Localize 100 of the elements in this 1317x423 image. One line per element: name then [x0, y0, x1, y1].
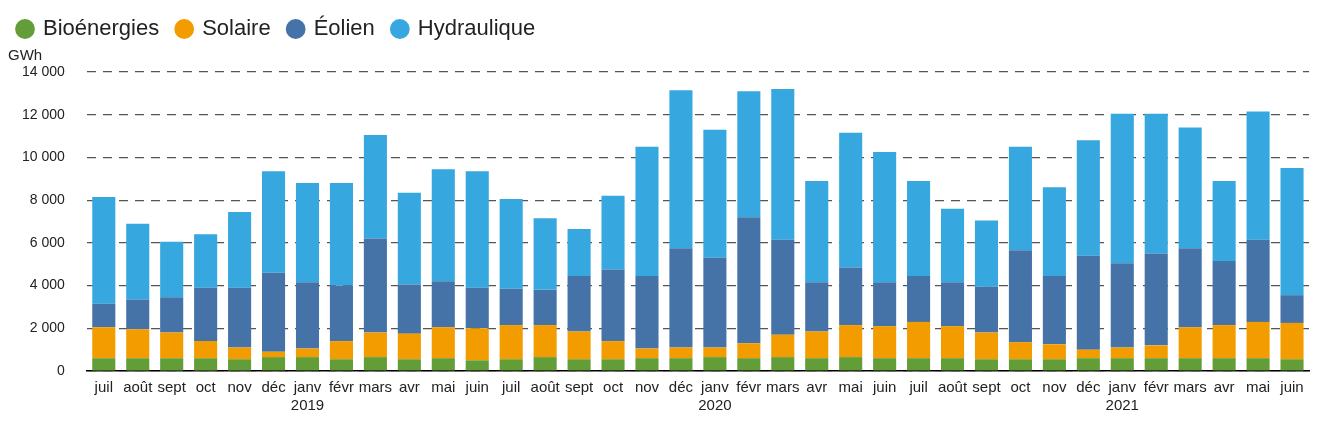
bar — [567, 275, 591, 332]
bar — [92, 196, 116, 304]
bar — [873, 358, 897, 371]
bar — [1280, 168, 1304, 296]
x-tick-label: août — [123, 378, 154, 396]
bar — [329, 341, 353, 360]
x-tick-label: juil — [501, 378, 521, 396]
bar — [465, 328, 489, 361]
bar — [431, 327, 455, 359]
bar — [533, 289, 557, 326]
bar — [1144, 253, 1168, 346]
bar — [1110, 347, 1134, 359]
bar — [1110, 113, 1134, 264]
bar — [262, 171, 286, 273]
bar — [465, 360, 489, 371]
y-tick-label: 12 000 — [21, 105, 66, 122]
bar — [974, 359, 999, 371]
bar — [974, 220, 999, 287]
bar — [465, 287, 489, 329]
bar — [194, 287, 218, 342]
bar — [1144, 113, 1168, 254]
bar — [703, 357, 727, 371]
bar — [228, 287, 252, 348]
bar — [669, 90, 693, 249]
bar — [1212, 325, 1236, 359]
bar — [228, 359, 252, 371]
bar — [1178, 248, 1202, 328]
y-tick-label: 2 000 — [29, 319, 66, 336]
x-tick-label: oct — [195, 378, 217, 396]
x-tick-label: févr — [1143, 378, 1169, 396]
bar — [1246, 111, 1270, 240]
bar — [771, 89, 795, 240]
bar — [126, 329, 150, 359]
bar — [1008, 250, 1032, 343]
bar — [329, 183, 353, 286]
bar — [635, 146, 659, 276]
bar — [160, 332, 184, 359]
x-tick-label: mai — [838, 378, 863, 396]
bar — [126, 299, 150, 330]
bar — [601, 359, 625, 371]
bar — [1042, 275, 1066, 345]
bar — [839, 357, 863, 371]
bar — [397, 284, 421, 334]
legend-label: Bioénergies — [43, 15, 160, 41]
x-tick-label: août — [937, 378, 968, 396]
bar — [907, 358, 931, 371]
bar — [295, 282, 320, 349]
bar — [1246, 321, 1270, 359]
bar — [567, 359, 591, 371]
x-tick-label: déc — [1076, 378, 1101, 396]
bar — [295, 348, 320, 358]
bar — [1246, 239, 1270, 322]
x-tick-label: févr — [328, 378, 354, 396]
bar — [533, 218, 557, 290]
bar — [228, 211, 252, 288]
x-tick-label: déc — [261, 378, 287, 396]
bar — [1076, 358, 1100, 371]
bar — [669, 347, 693, 359]
bar — [805, 331, 829, 359]
bar — [160, 358, 184, 371]
bar — [363, 238, 387, 333]
x-tick-label: sept — [564, 378, 595, 396]
bar — [262, 351, 286, 358]
bar — [940, 282, 965, 327]
bar — [907, 180, 931, 276]
x-tick-label: janv 2021 — [1105, 378, 1139, 414]
bar — [703, 129, 727, 258]
x-tick-label: nov — [634, 378, 660, 396]
x-tick-label: juin — [464, 378, 489, 396]
bar — [295, 183, 320, 283]
bar — [635, 275, 659, 349]
x-tick-label: oct — [603, 378, 624, 396]
bar — [907, 321, 931, 359]
bar — [465, 171, 489, 288]
bar — [397, 333, 421, 360]
bar — [567, 331, 591, 360]
bar — [1280, 295, 1304, 323]
bar — [567, 228, 591, 276]
bar — [940, 326, 965, 359]
bar — [228, 347, 252, 360]
bar — [1008, 146, 1032, 251]
bar — [431, 169, 455, 282]
bar — [771, 239, 795, 335]
bar — [873, 152, 897, 283]
bar — [329, 359, 353, 371]
bar — [805, 358, 829, 371]
bar — [1178, 127, 1202, 249]
bar — [873, 282, 897, 327]
bar — [1008, 342, 1032, 360]
bar — [669, 358, 693, 371]
bar — [635, 358, 659, 371]
bar — [703, 257, 727, 348]
bar — [1110, 263, 1134, 348]
bar — [907, 275, 931, 322]
bar — [533, 325, 557, 358]
bar — [499, 199, 523, 289]
bar — [771, 334, 795, 358]
bar — [1178, 358, 1202, 371]
bar — [974, 286, 999, 333]
bar — [499, 325, 523, 360]
